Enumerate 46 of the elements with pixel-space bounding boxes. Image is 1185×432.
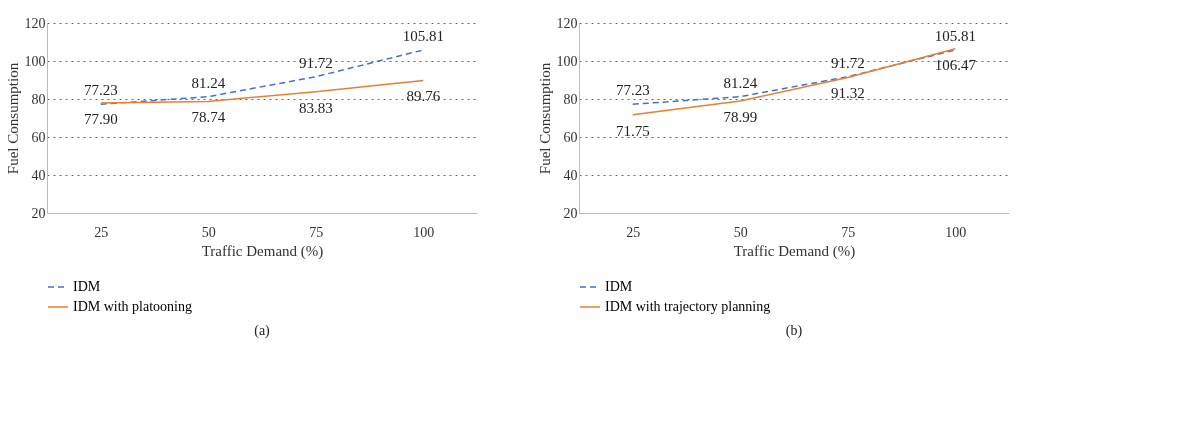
text: (b) bbox=[785, 323, 803, 339]
x-tick-label: 25 bbox=[94, 224, 109, 240]
legend-label: IDM bbox=[605, 279, 633, 294]
x-tick-label: 75 bbox=[309, 224, 324, 240]
x-axis-title: Traffic Demand (%) bbox=[201, 242, 324, 260]
data-label: 81.24 bbox=[723, 74, 758, 91]
data-label: 78.74 bbox=[191, 109, 226, 126]
data-label: 91.72 bbox=[298, 54, 333, 71]
y-tick-label: 40 bbox=[563, 167, 578, 183]
y-axis-title: Fuel Consumption bbox=[4, 62, 21, 175]
legend-label: IDM with trajectory planning bbox=[605, 299, 771, 314]
data-label: 77.90 bbox=[83, 110, 118, 127]
legend-label: IDM with platooning bbox=[73, 299, 192, 314]
x-tick-label: 25 bbox=[626, 224, 641, 240]
data-label: 105.81 bbox=[402, 27, 444, 44]
y-tick-label: 20 bbox=[31, 205, 46, 221]
data-label: 81.24 bbox=[191, 74, 226, 91]
x-tick-label: 100 bbox=[413, 224, 435, 240]
y-tick-label: 80 bbox=[563, 91, 578, 107]
data-label: 78.99 bbox=[723, 108, 758, 125]
x-axis-title: Traffic Demand (%) bbox=[733, 242, 856, 260]
y-tick-label: 60 bbox=[31, 129, 46, 145]
data-label: 105.81 bbox=[934, 27, 976, 44]
x-tick-label: 50 bbox=[733, 224, 748, 240]
y-tick-label: 100 bbox=[24, 53, 46, 69]
x-tick-label: 50 bbox=[201, 224, 216, 240]
y-tick-label: 20 bbox=[563, 205, 578, 221]
y-tick-label: 100 bbox=[556, 53, 578, 69]
data-label: 71.75 bbox=[615, 122, 650, 139]
text: (a) bbox=[254, 323, 271, 339]
data-label: 77.23 bbox=[615, 82, 650, 99]
x-tick-label: 75 bbox=[841, 224, 856, 240]
y-tick-label: 120 bbox=[556, 15, 578, 31]
data-label: 77.23 bbox=[83, 82, 118, 99]
y-tick-label: 60 bbox=[563, 129, 578, 145]
data-label: 91.72 bbox=[830, 54, 865, 71]
x-tick-label: 100 bbox=[945, 224, 967, 240]
y-tick-label: 40 bbox=[31, 167, 46, 183]
y-axis-title: Fuel Consumption bbox=[536, 62, 553, 175]
data-label: 89.76 bbox=[406, 88, 441, 105]
y-tick-label: 80 bbox=[31, 91, 46, 107]
data-label: 106.47 bbox=[934, 56, 977, 73]
data-label: 91.32 bbox=[830, 85, 865, 102]
data-label: 83.83 bbox=[298, 99, 333, 116]
y-tick-label: 120 bbox=[24, 15, 46, 31]
legend-label: IDM bbox=[73, 279, 101, 294]
